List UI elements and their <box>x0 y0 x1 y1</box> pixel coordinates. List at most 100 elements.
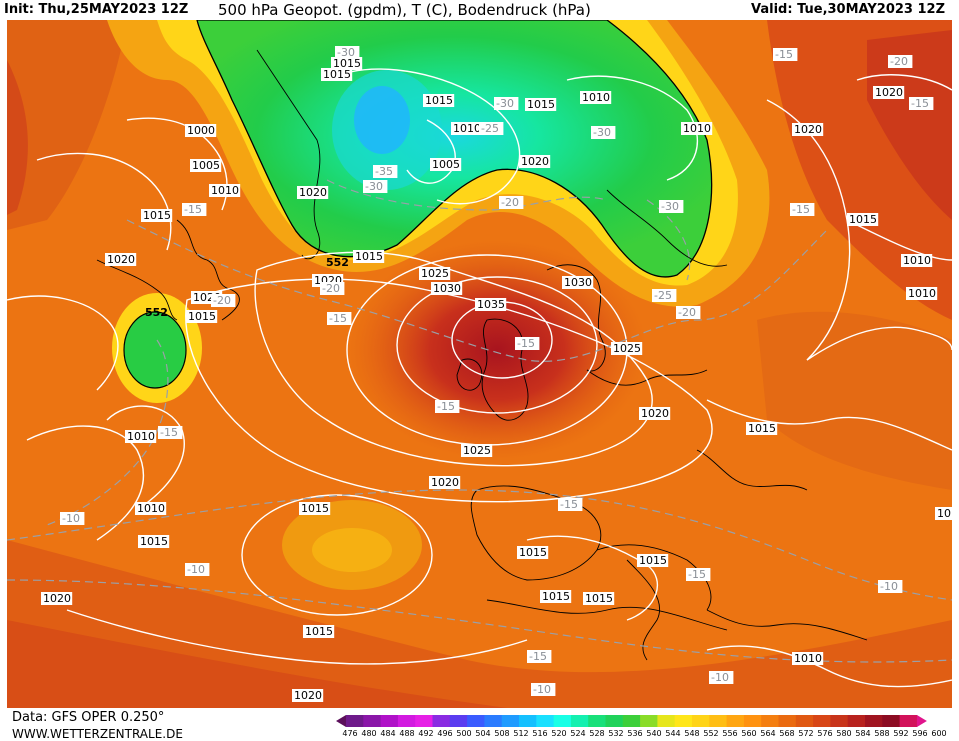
isotherm-label: -15 <box>515 337 540 350</box>
colorbar-tick-label: 576 <box>817 729 833 738</box>
isotherm-label: -20 <box>499 196 524 209</box>
isobar-label: 1020 <box>429 476 461 489</box>
colorbar-swatch <box>865 715 883 727</box>
isobar-label: 1025 <box>419 267 451 280</box>
colorbar-tick-label: 588 <box>874 729 890 738</box>
isotherm-label-text: -15 <box>329 312 347 325</box>
isobar-label-text: 1015 <box>143 209 171 222</box>
isobar-label-text: 1010 <box>211 184 239 197</box>
geopotential-label-text: 552 <box>326 256 349 269</box>
colorbar-swatch <box>484 715 503 727</box>
colorbar-tick-label: 568 <box>779 729 795 738</box>
geopotential-label: 552 <box>145 306 168 319</box>
isobar-label: 1015 <box>423 94 455 107</box>
isotherm-label-text: -15 <box>529 650 547 663</box>
isotherm-label-text: -15 <box>775 48 793 61</box>
init-time: Init: Thu,25MAY2023 12Z <box>4 2 189 17</box>
temperature-labels: -30 -15 -20 -15 -30 -25 -30 -35 -30 -20 -30 -15 -15 -… <box>60 46 934 696</box>
isobar-label: 1010 <box>451 122 483 135</box>
field-northwest-core <box>7 60 28 215</box>
isobar-label-text: 1015 <box>527 98 555 111</box>
isobar-label-text: 1020 <box>299 186 327 199</box>
isotherm-label: -30 <box>659 200 684 213</box>
colorbar-tick-label: 596 <box>912 729 928 738</box>
isotherm-label: -25 <box>479 122 504 135</box>
isotherm-label-text: -15 <box>911 97 929 110</box>
isotherms <box>7 179 952 663</box>
isotherm-label-text: -30 <box>365 180 383 193</box>
isotherm-label: -25 <box>652 289 677 302</box>
colorbar-tick-label: 504 <box>475 729 491 738</box>
isobar-label: 1015 <box>583 592 615 605</box>
isobar-label-text: 1000 <box>187 124 215 137</box>
isobar-label-text: 1020 <box>521 155 549 168</box>
colorbar-tick-label: 548 <box>684 729 700 738</box>
isobar-label: 1025 <box>611 342 643 355</box>
isotherm-label: -15 <box>435 400 460 413</box>
isobar-label: 1020 <box>297 186 329 199</box>
isotherm-label: -30 <box>335 46 360 59</box>
isobar-label: 1010 <box>580 91 612 104</box>
colorbar-swatch <box>449 715 468 727</box>
isotherm-label: -15 <box>773 48 798 61</box>
isotherm-label-text: -10 <box>711 671 729 684</box>
isobar-label: 1025 <box>461 444 493 457</box>
colorbar-max-arrow <box>916 715 927 727</box>
colorbar-tick-label: 508 <box>494 729 510 738</box>
isobar-label-text: 1010 <box>127 430 155 443</box>
weather-map[interactable]: 1015 1015 1000 1015 1015 1010 1010 1010 1020 1020… <box>7 20 952 708</box>
colorbar-swatch <box>709 715 728 727</box>
colorbar-swatch <box>467 715 485 727</box>
colorbar-tick-label: 552 <box>703 729 719 738</box>
isotherm-label: -15 <box>558 498 583 511</box>
isotherm-label-text: -30 <box>496 97 514 110</box>
isotherm-label-text: -15 <box>184 203 202 216</box>
isobar-label: 1015 <box>138 535 170 548</box>
isobar-label: 1010 <box>792 652 824 665</box>
isotherm-label-text: -20 <box>322 282 340 295</box>
colorbar-swatch <box>899 715 918 727</box>
isotherm-label: -10 <box>878 580 903 593</box>
chart-title: 500 hPa Geopot. (gpdm), T (C), Bodendruc… <box>218 1 591 19</box>
field-atlantic-yellow-core <box>312 528 392 572</box>
isotherm-label-text: -15 <box>517 337 535 350</box>
isotherm-label: -15 <box>527 650 552 663</box>
colorbar-tick-label: 600 <box>931 729 947 738</box>
geopotential-label: 552 <box>326 256 349 269</box>
isobar-label: 1015 <box>321 68 353 81</box>
isobar-label: 1000 <box>185 124 217 137</box>
colorbar-swatch <box>380 715 399 727</box>
isobar-label: 1005 <box>190 159 222 172</box>
colorbar <box>336 715 927 727</box>
colorbar-tick-label: 488 <box>399 729 415 738</box>
isobar-label-text: 1015 <box>639 554 667 567</box>
colorbar-tick-label: 564 <box>760 729 776 738</box>
isotherm-label: -10 <box>709 671 734 684</box>
colorbar-tick-label: 500 <box>456 729 472 738</box>
geopotential-label-text: 552 <box>145 306 168 319</box>
colorbar-swatch <box>622 715 641 727</box>
isobar-label: 1015 <box>186 310 218 323</box>
isobar-label-text: 1010 <box>794 652 822 665</box>
colorbar-swatch <box>553 715 572 727</box>
isobar-label-text: 1010 <box>683 122 711 135</box>
data-source: Data: GFS OPER 0.250° <box>12 710 165 725</box>
colorbar-swatch <box>813 715 831 727</box>
isotherm-label-text: -10 <box>533 683 551 696</box>
isobar-label-text: 1015 <box>301 502 329 515</box>
isobar-label-text: 1010 <box>582 91 610 104</box>
field-east <box>757 311 952 490</box>
isotherm-label: -15 <box>686 568 711 581</box>
isotherm-label: -10 <box>185 563 210 576</box>
isotherm-label-text: -10 <box>62 512 80 525</box>
colorbar-swatch <box>761 715 779 727</box>
isobar-label-text: 1015 <box>585 592 613 605</box>
isotherm-label: -30 <box>591 126 616 139</box>
isotherm-label-text: -20 <box>890 55 908 68</box>
isobar-label-text: 1030 <box>433 282 461 295</box>
colorbar-swatch <box>588 715 606 727</box>
isobar-label: 1030 <box>562 276 594 289</box>
isobar-label-text: 1010 <box>453 122 481 135</box>
website-link[interactable]: WWW.WETTERZENTRALE.DE <box>12 727 183 741</box>
isotherm-label-text: -35 <box>375 165 393 178</box>
